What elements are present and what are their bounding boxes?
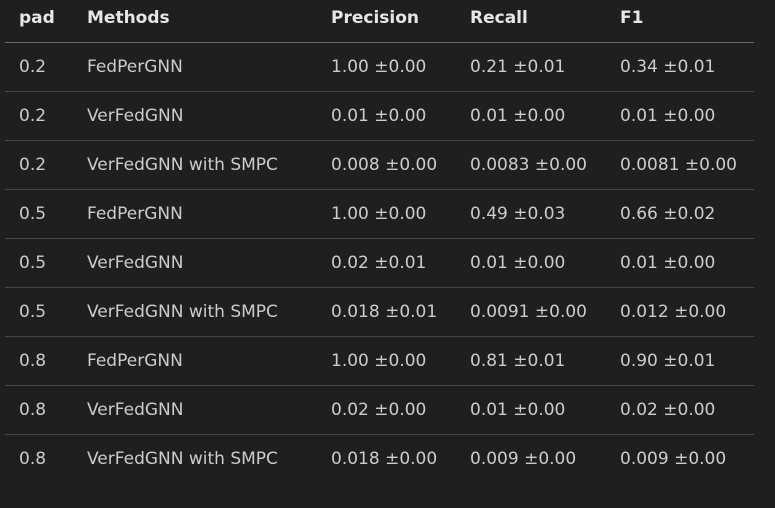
cell-pad: 0.2: [5, 140, 73, 190]
table-row: 0.8 VerFedGNN with SMPC 0.018 ±0.00 0.00…: [5, 435, 754, 484]
table-row: 0.8 VerFedGNN 0.02 ±0.00 0.01 ±0.00 0.02…: [5, 385, 754, 435]
cell-f1: 0.012 ±0.00: [606, 287, 754, 337]
table-row: 0.2 VerFedGNN 0.01 ±0.00 0.01 ±0.00 0.01…: [5, 91, 754, 141]
cell-method: VerFedGNN: [73, 385, 317, 435]
cell-f1: 0.66 ±0.02: [606, 189, 754, 239]
column-header-f1: F1: [606, 0, 754, 43]
cell-pad: 0.8: [19, 449, 47, 469]
cell-recall: 0.01 ±0.00: [456, 238, 606, 288]
cell-f1: 0.009 ±0.00: [620, 449, 727, 469]
results-table: pad Methods Precision Recall F1 0.2 FedP…: [5, 0, 754, 483]
cell-recall: 0.01 ±0.00: [456, 385, 606, 435]
cell-method: FedPerGNN: [73, 189, 317, 239]
cell-precision: 0.02 ±0.00: [317, 385, 456, 435]
cell-f1: 0.01 ±0.00: [606, 91, 754, 141]
column-header-pad: pad: [5, 0, 73, 43]
table-header-row: pad Methods Precision Recall F1: [5, 0, 754, 43]
cell-f1: 0.0081 ±0.00: [606, 140, 754, 190]
cell-precision: 0.018 ±0.00: [331, 449, 438, 469]
cell-method: FedPerGNN: [73, 336, 317, 386]
cell-recall: 0.009 ±0.00: [470, 449, 577, 469]
table-row: 0.2 VerFedGNN with SMPC 0.008 ±0.00 0.00…: [5, 140, 754, 190]
cell-f1: 0.02 ±0.00: [606, 385, 754, 435]
cell-precision: 0.01 ±0.00: [317, 91, 456, 141]
cell-method: VerFedGNN with SMPC: [73, 287, 317, 337]
cell-precision: 0.008 ±0.00: [317, 140, 456, 190]
table-row: 0.8 FedPerGNN 1.00 ±0.00 0.81 ±0.01 0.90…: [5, 336, 754, 386]
cell-method: VerFedGNN: [73, 238, 317, 288]
table-row: 0.5 VerFedGNN 0.02 ±0.01 0.01 ±0.00 0.01…: [5, 238, 754, 288]
cell-pad: 0.2: [5, 91, 73, 141]
cell-recall: 0.0091 ±0.00: [456, 287, 606, 337]
cell-precision: 0.018 ±0.01: [317, 287, 456, 337]
cell-precision: 1.00 ±0.00: [317, 42, 456, 92]
table-row: 0.5 FedPerGNN 1.00 ±0.00 0.49 ±0.03 0.66…: [5, 189, 754, 239]
column-header-precision: Precision: [317, 0, 456, 43]
cell-pad: 0.5: [5, 189, 73, 239]
cell-pad: 0.5: [5, 238, 73, 288]
cell-precision: 1.00 ±0.00: [317, 189, 456, 239]
cell-recall: 0.81 ±0.01: [456, 336, 606, 386]
column-header-methods: Methods: [73, 0, 317, 43]
cell-recall: 0.01 ±0.00: [456, 91, 606, 141]
cell-method: FedPerGNN: [73, 42, 317, 92]
cell-pad: 0.2: [5, 42, 73, 92]
cell-recall: 0.49 ±0.03: [456, 189, 606, 239]
cell-pad: 0.8: [5, 385, 73, 435]
cell-precision: 1.00 ±0.00: [317, 336, 456, 386]
cell-recall: 0.21 ±0.01: [456, 42, 606, 92]
cell-f1: 0.01 ±0.00: [606, 238, 754, 288]
cell-method: VerFedGNN with SMPC: [73, 140, 317, 190]
cell-f1: 0.34 ±0.01: [606, 42, 754, 92]
cell-precision: 0.02 ±0.01: [317, 238, 456, 288]
cell-f1: 0.90 ±0.01: [606, 336, 754, 386]
table-row: 0.5 VerFedGNN with SMPC 0.018 ±0.01 0.00…: [5, 287, 754, 337]
cell-pad: 0.8: [5, 336, 73, 386]
column-header-recall: Recall: [456, 0, 606, 43]
cell-pad: 0.5: [5, 287, 73, 337]
cell-method: VerFedGNN with SMPC: [87, 449, 278, 469]
table-row: 0.2 FedPerGNN 1.00 ±0.00 0.21 ±0.01 0.34…: [5, 42, 754, 92]
cell-recall: 0.0083 ±0.00: [456, 140, 606, 190]
cell-method: VerFedGNN: [73, 91, 317, 141]
